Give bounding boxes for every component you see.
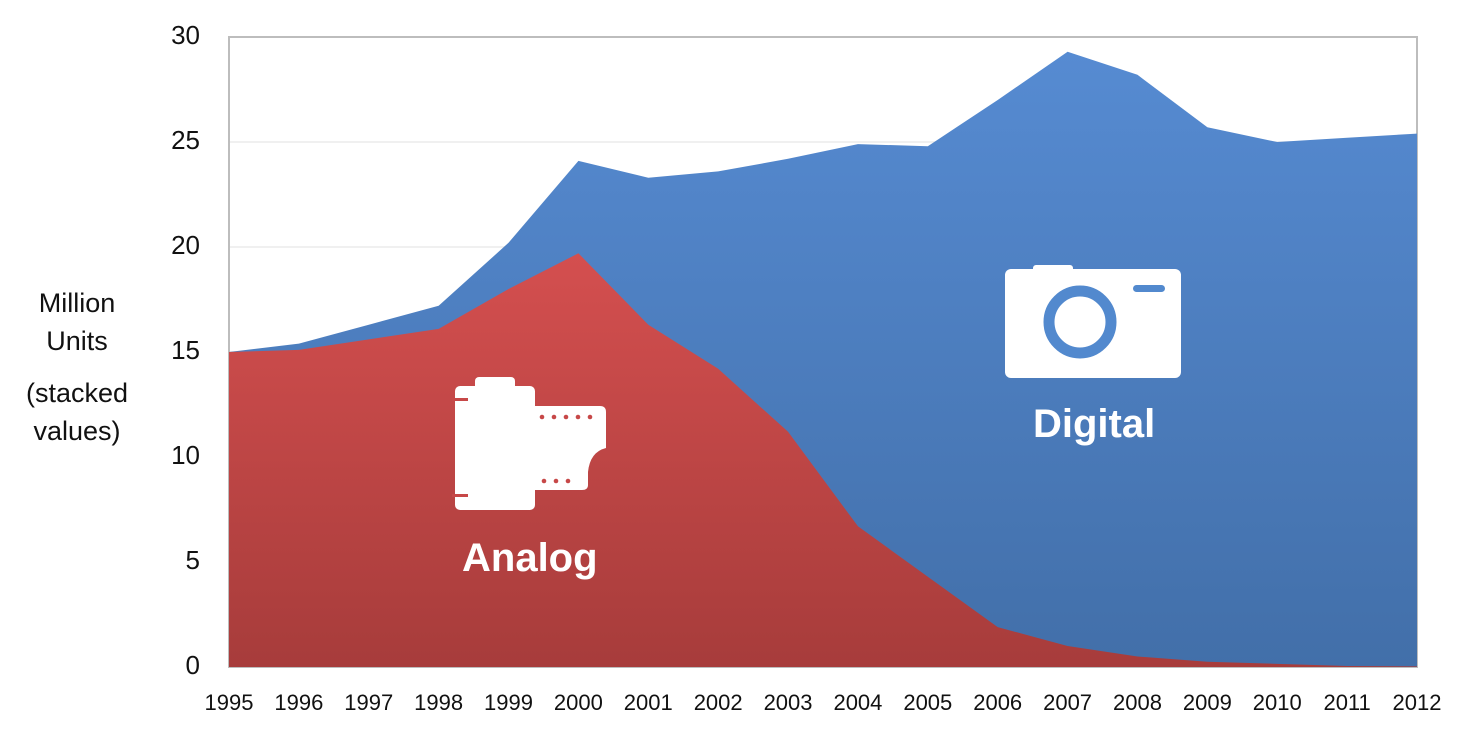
y-tick-label: 10 [171, 440, 200, 470]
analog-series-label: Analog [462, 536, 598, 580]
y-tick-label: 30 [171, 20, 200, 50]
x-tick-label: 2012 [1392, 690, 1442, 715]
x-tick-label: 2004 [833, 690, 883, 715]
y-axis-label-note: values) [33, 416, 121, 446]
x-tick-label: 1997 [344, 690, 394, 715]
analog-area [229, 253, 1417, 668]
x-tick-label: 2003 [763, 690, 813, 715]
y-tick-label: 25 [171, 125, 200, 155]
y-axis-label-line: Units [46, 326, 108, 356]
y-axis-label: Million Units (stacked values) [12, 284, 142, 450]
x-tick-label: 2000 [553, 690, 603, 715]
x-tick-label: 1996 [274, 690, 324, 715]
x-tick-label: 1999 [484, 690, 533, 715]
y-tick-label: 15 [171, 335, 200, 365]
x-tick-label: 2010 [1252, 690, 1302, 715]
camera-icon [1005, 265, 1181, 378]
x-tick-label: 2005 [903, 690, 953, 715]
y-tick-label: 5 [185, 545, 200, 575]
x-tick-label: 2001 [623, 690, 673, 715]
x-tick-label: 2011 [1323, 690, 1371, 715]
y-tick-label: 0 [185, 650, 200, 680]
x-tick-label: 2007 [1043, 690, 1093, 715]
x-tick-label: 1995 [204, 690, 254, 715]
x-tick-label: 2002 [693, 690, 743, 715]
x-tick-label: 2008 [1112, 690, 1162, 715]
x-tick-label: 2006 [973, 690, 1023, 715]
y-axis-label-note: (stacked [25, 378, 129, 408]
digital-series-label: Digital [1033, 402, 1156, 446]
y-tick-label: 20 [171, 230, 200, 260]
film-roll-icon [452, 377, 606, 510]
y-axis-label-line: Million [38, 288, 116, 318]
x-tick-label: 2009 [1182, 690, 1232, 715]
x-tick-label: 1998 [414, 690, 464, 715]
